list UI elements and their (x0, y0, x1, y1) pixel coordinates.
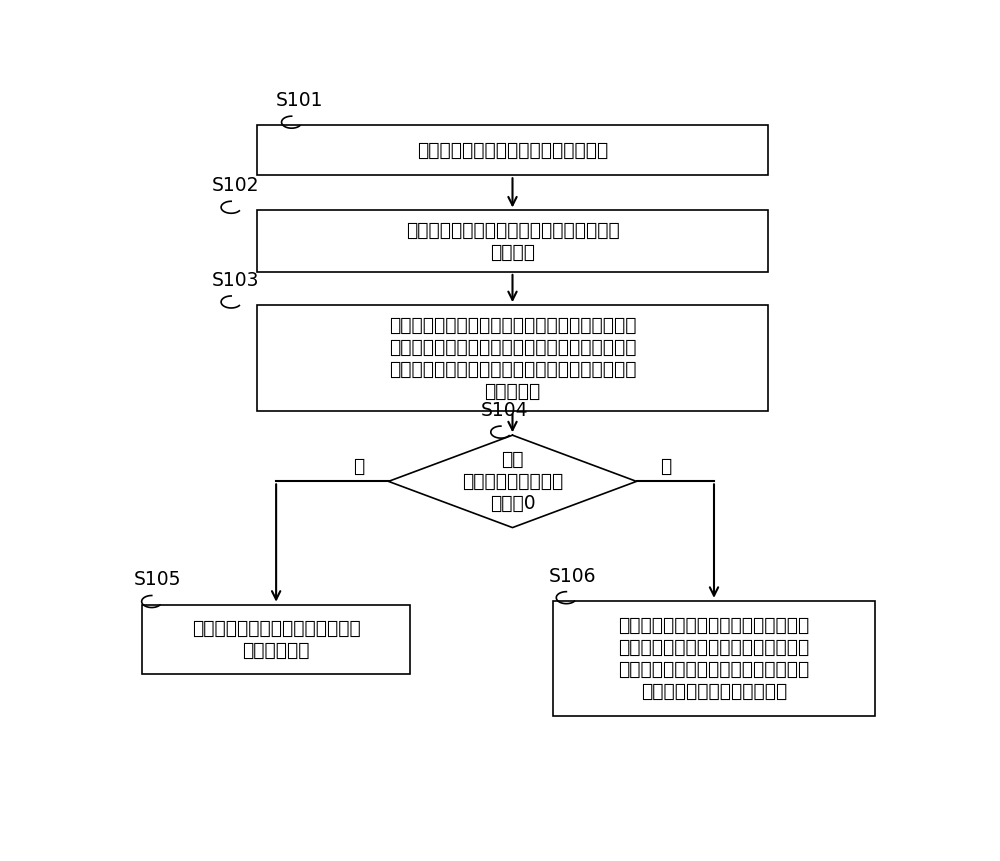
Text: S106: S106 (549, 567, 596, 585)
Text: 向即时通信客户端返回电子资源分
配结束的响应: 向即时通信客户端返回电子资源分 配结束的响应 (192, 619, 360, 660)
FancyBboxPatch shape (257, 305, 768, 412)
Text: 接收即时通信客户端发送的针对电子资源的
领取指令: 接收即时通信客户端发送的针对电子资源的 领取指令 (406, 220, 619, 262)
Text: 发送电子资源的信息至即时通信客户端: 发送电子资源的信息至即时通信客户端 (417, 141, 608, 160)
Text: 是: 是 (353, 456, 365, 475)
FancyBboxPatch shape (257, 210, 768, 272)
FancyBboxPatch shape (142, 604, 410, 674)
FancyBboxPatch shape (553, 601, 875, 716)
Text: S102: S102 (211, 177, 259, 195)
Text: 判断
电子资源的剩余数额
是否为0: 判断 电子资源的剩余数额 是否为0 (462, 450, 563, 513)
Text: S105: S105 (134, 571, 182, 590)
Text: S104: S104 (481, 401, 529, 420)
Text: 根据领取指令，将电子资源的部分数额分配给即时
通信客户端对应的资源账户，更新电子资源的剩余
数额为电子资源的原剩余数额扣除部分数额后的数
额，并保存: 根据领取指令，将电子资源的部分数额分配给即时 通信客户端对应的资源账户，更新电子… (389, 316, 636, 400)
Text: 响应于即时通信客户端发送的针对电子
资源的分享指令，将电子资源的信息发
送给分享指令中指定的即时通信联系人
所对应的其他即时通信客户端: 响应于即时通信客户端发送的针对电子 资源的分享指令，将电子资源的信息发 送给分享… (618, 616, 810, 701)
Text: S101: S101 (276, 91, 323, 110)
Text: 否: 否 (660, 456, 672, 475)
FancyBboxPatch shape (257, 125, 768, 176)
Text: S103: S103 (211, 271, 259, 290)
